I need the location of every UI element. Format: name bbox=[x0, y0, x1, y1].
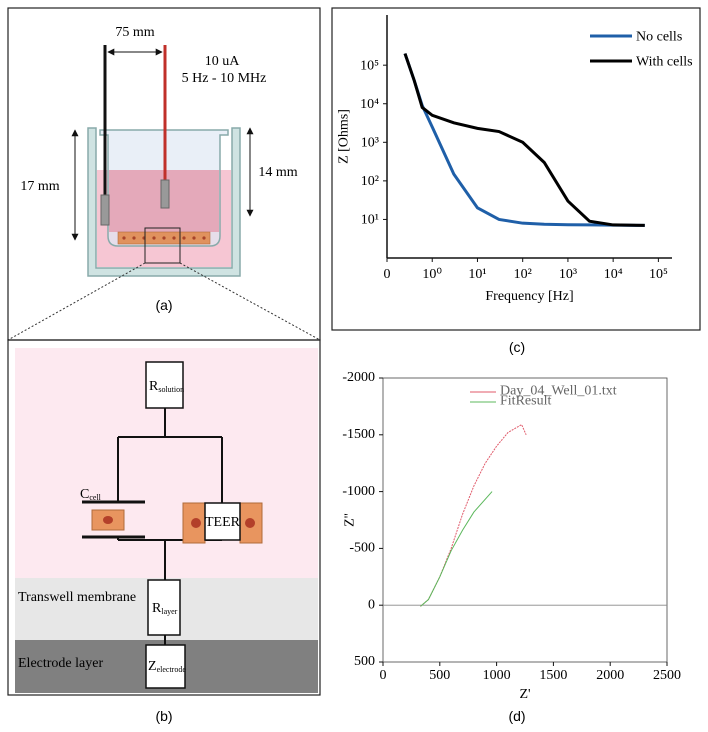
teer-label: TEER bbox=[205, 515, 241, 530]
y-tick-label: 500 bbox=[354, 654, 375, 669]
cell-nucleus bbox=[245, 518, 255, 528]
series-line bbox=[403, 53, 645, 227]
membrane-label: Transwell membrane bbox=[18, 590, 136, 605]
z-electrode: Zelectrode bbox=[148, 659, 186, 674]
legend-label: FitResult bbox=[500, 393, 551, 408]
subscript: solution bbox=[158, 385, 184, 394]
x-tick-label: 0 bbox=[384, 267, 391, 282]
panel-c-frame bbox=[331, 7, 701, 331]
circuit-wires bbox=[117, 408, 223, 645]
symbol: Z bbox=[148, 659, 157, 674]
subscript: electrode bbox=[157, 665, 187, 674]
subscript: layer bbox=[161, 607, 177, 616]
y-tick-label: 10³ bbox=[361, 136, 379, 151]
x-tick-label: 10⁰ bbox=[422, 267, 442, 282]
y-axis-label: Z [Ohms] bbox=[336, 109, 351, 164]
zoom-line bbox=[179, 262, 321, 341]
y-tick-label: 10¹ bbox=[361, 213, 379, 228]
legend-label: With cells bbox=[636, 55, 693, 70]
symbol: R bbox=[152, 601, 162, 616]
resistor-box bbox=[145, 361, 184, 409]
r-solution: Rsolution bbox=[149, 379, 184, 394]
panel-label: (b) bbox=[155, 708, 172, 724]
height-label: 17 mm bbox=[20, 179, 59, 194]
frequency-label: 5 Hz - 10 MHz bbox=[182, 71, 267, 86]
zoom-box bbox=[144, 227, 181, 264]
x-tick-label: 10² bbox=[514, 267, 532, 282]
electrode-tip bbox=[160, 179, 170, 209]
y-tick-label: -1500 bbox=[342, 427, 375, 442]
panel-b-frame bbox=[7, 339, 321, 696]
x-tick-label: 10³ bbox=[559, 267, 577, 282]
cell-nucleus bbox=[191, 518, 201, 528]
r-layer: Rlayer bbox=[152, 601, 178, 616]
c-cell: Ccell bbox=[80, 487, 102, 502]
symbol: R bbox=[149, 379, 159, 394]
x-tick-label: 10⁴ bbox=[604, 267, 623, 282]
y-tick-label: 0 bbox=[368, 597, 375, 612]
x-tick-label: 2500 bbox=[653, 668, 681, 683]
impedance-box bbox=[145, 644, 186, 689]
x-tick-label: 10⁵ bbox=[649, 267, 668, 282]
y-tick-label: -500 bbox=[349, 541, 375, 556]
plot-frame bbox=[382, 377, 668, 663]
y-axis-label: Z'' bbox=[342, 513, 357, 527]
cell-nuclei bbox=[122, 236, 206, 240]
symbol: C bbox=[80, 487, 89, 502]
series-line bbox=[420, 423, 527, 607]
legend-label: Day_04_Well_01.txt bbox=[500, 383, 617, 398]
resistor-box bbox=[147, 579, 181, 636]
series-line bbox=[420, 491, 493, 607]
spacing-label: 75 mm bbox=[115, 25, 154, 40]
y-tick-label: 10⁴ bbox=[360, 97, 379, 112]
y-tick-label: -1000 bbox=[342, 484, 375, 499]
electrode-label: Electrode layer bbox=[18, 656, 103, 671]
x-axis-label: Frequency [Hz] bbox=[485, 289, 573, 304]
well bbox=[87, 127, 241, 277]
x-tick-label: 1500 bbox=[539, 668, 567, 683]
electrode-tip bbox=[100, 194, 110, 226]
teer-box bbox=[204, 502, 241, 541]
legend-label: No cells bbox=[636, 30, 682, 45]
y-tick-label: 10⁵ bbox=[360, 58, 379, 73]
cell-nucleus bbox=[103, 516, 113, 524]
panel-label: (a) bbox=[155, 297, 172, 313]
subscript: cell bbox=[89, 493, 101, 502]
panel-label: (c) bbox=[509, 339, 525, 355]
y-tick-label: -2000 bbox=[342, 370, 375, 385]
x-tick-label: 1000 bbox=[483, 668, 511, 683]
y-tick-label: 10² bbox=[361, 174, 379, 189]
x-tick-label: 2000 bbox=[596, 668, 624, 683]
x-tick-label: 10¹ bbox=[468, 267, 486, 282]
x-axis-label: Z' bbox=[519, 687, 530, 702]
height-label: 14 mm bbox=[258, 165, 297, 180]
current-label: 10 uA bbox=[205, 54, 241, 69]
x-tick-label: 0 bbox=[380, 668, 387, 683]
panel-label: (d) bbox=[508, 708, 525, 724]
series-line bbox=[403, 53, 645, 227]
x-tick-label: 500 bbox=[429, 668, 450, 683]
